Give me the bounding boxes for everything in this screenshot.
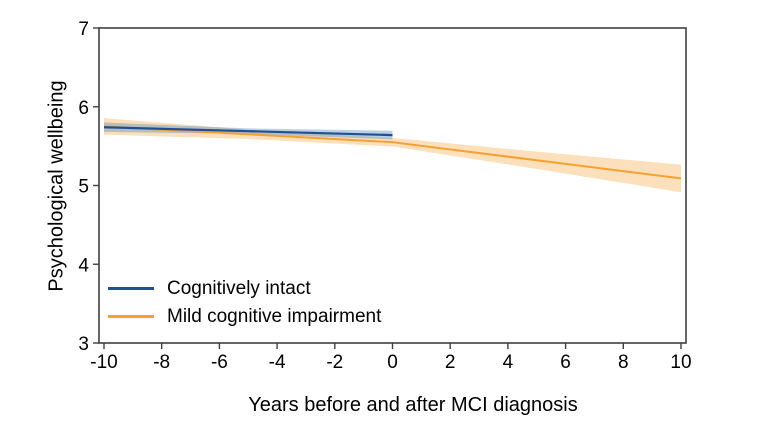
legend-label-mild-cognitive-impairment: Mild cognitive impairment bbox=[167, 305, 382, 327]
x-tick-label: -6 bbox=[211, 352, 228, 373]
x-tick-label: 2 bbox=[445, 352, 456, 373]
y-axis-title: Psychological wellbeing bbox=[45, 80, 68, 292]
legend-swatch-cognitively-intact bbox=[108, 287, 154, 290]
ci-band-mild-cognitive-impairment bbox=[104, 118, 681, 193]
legend-item-mild-cognitive-impairment: Mild cognitive impairment bbox=[108, 305, 382, 327]
y-tick-label: 6 bbox=[78, 98, 89, 119]
legend: Cognitively intact Mild cognitive impair… bbox=[108, 277, 382, 327]
y-tick-label: 5 bbox=[78, 177, 89, 198]
x-tick-label: 10 bbox=[670, 352, 691, 373]
x-tick-label: -10 bbox=[90, 352, 117, 373]
x-tick-label: 8 bbox=[618, 352, 629, 373]
x-tick-label: 6 bbox=[560, 352, 571, 373]
x-tick-label: -8 bbox=[153, 352, 170, 373]
y-tick-label: 3 bbox=[78, 334, 89, 355]
x-tick-label: -2 bbox=[326, 352, 343, 373]
y-tick-label: 7 bbox=[78, 19, 89, 40]
legend-label-cognitively-intact: Cognitively intact bbox=[167, 277, 311, 299]
trend-line-cognitively-intact bbox=[103, 126, 393, 137]
legend-item-cognitively-intact: Cognitively intact bbox=[108, 277, 381, 299]
y-tick-label: 4 bbox=[78, 255, 89, 276]
legend-swatch-mild-cognitive-impairment bbox=[108, 315, 154, 318]
trend-line-mild-cognitive-impairment bbox=[103, 125, 682, 180]
x-tick-label: 4 bbox=[503, 352, 514, 373]
x-tick-label: 0 bbox=[387, 352, 398, 373]
x-axis-title: Years before and after MCI diagnosis bbox=[248, 394, 578, 416]
x-tick-label: -4 bbox=[269, 352, 286, 373]
